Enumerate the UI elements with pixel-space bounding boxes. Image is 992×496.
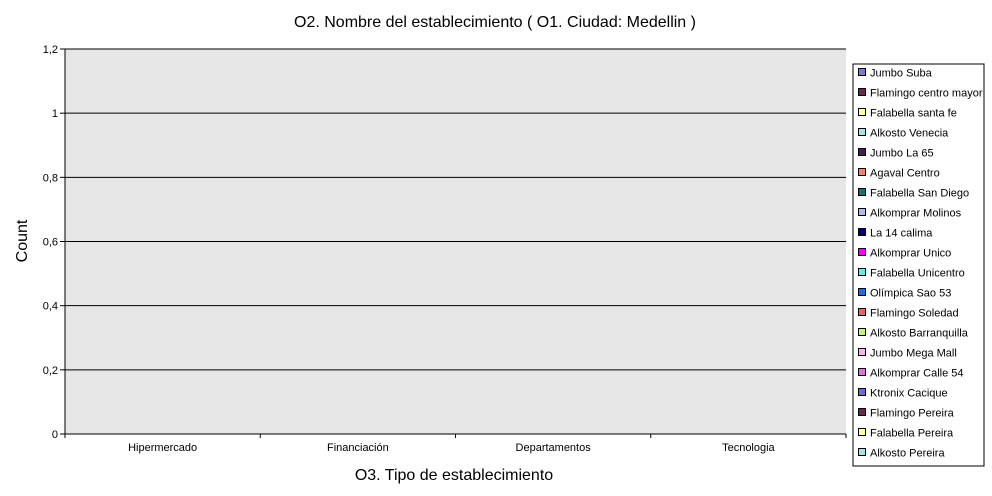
legend-swatch (858, 388, 866, 396)
x-ticks: Hipermercado Financiación Departamentos Tec… (64, 434, 847, 454)
legend-label: Alkosto Barranquilla (870, 328, 969, 340)
legend-label: Ktronix Cacique (870, 388, 948, 400)
legend-swatch (858, 348, 866, 356)
legend-swatch (858, 188, 866, 196)
legend-swatch (858, 208, 866, 216)
legend-label: Jumbo La 65 (870, 148, 934, 160)
gridlines (65, 48, 846, 371)
legend-label: Falabella Pereira (870, 428, 954, 440)
legend-label: Falabella santa fe (870, 108, 957, 120)
legend-label: La 14 calima (870, 228, 933, 240)
legend-swatch (858, 368, 866, 376)
y-tick-label: 0,6 (43, 237, 58, 249)
legend: Jumbo Suba Flamingo centro mayor Falabella… (852, 63, 985, 467)
legend-swatch (858, 248, 866, 256)
legend-label: Falabella Unicentro (870, 268, 965, 280)
legend-swatch (858, 428, 866, 436)
y-tick-label: 0,8 (43, 172, 58, 184)
legend-label: Jumbo Mega Mall (870, 348, 957, 360)
legend-label: Flamingo centro mayor (870, 88, 983, 100)
y-ticks: 0 0,2 0,4 0,6 0,8 1 1,2 (43, 44, 65, 441)
x-tick-label: Hipermercado (128, 442, 197, 454)
legend-swatch (858, 68, 866, 76)
legend-label: Alkomprar Calle 54 (870, 368, 964, 380)
y-axis-title: Count (14, 219, 31, 262)
legend-swatch (858, 448, 866, 456)
legend-swatch (858, 288, 866, 296)
legend-swatch (858, 268, 866, 276)
legend-label: Jumbo Suba (870, 68, 933, 80)
legend-swatch (858, 88, 866, 96)
legend-label: Flamingo Soledad (870, 308, 959, 320)
legend-label: Alkosto Venecia (870, 128, 949, 140)
y-tick-label: 1 (52, 108, 58, 120)
legend-swatch (858, 108, 866, 116)
legend-label: Alkosto Pereira (870, 448, 945, 460)
legend-label: Olímpica Sao 53 (870, 288, 951, 300)
x-axis-title: O3. Tipo de establecimiento (355, 467, 553, 484)
y-tick-label: 0 (52, 429, 58, 441)
x-tick-label: Departamentos (516, 442, 592, 454)
legend-label: Falabella San Diego (870, 188, 969, 200)
legend-swatch (858, 228, 866, 236)
legend-label: Alkomprar Unico (870, 248, 951, 260)
x-tick-label: Tecnologia (722, 442, 775, 454)
legend-swatch (858, 408, 866, 416)
legend-swatch (858, 328, 866, 336)
x-tick-label: Financiación (327, 442, 389, 454)
chart-title: O2. Nombre del establecimiento ( O1. Ciu… (294, 14, 696, 31)
legend-label: Flamingo Pereira (870, 408, 955, 420)
legend-swatch (858, 308, 866, 316)
legend-label: Alkomprar Molinos (870, 208, 962, 220)
legend-box (852, 63, 985, 467)
legend-swatch (858, 128, 866, 136)
y-tick-label: 0,4 (43, 301, 58, 313)
y-tick-label: 0,2 (43, 365, 58, 377)
legend-label: Agaval Centro (870, 168, 940, 180)
legend-swatch (858, 168, 866, 176)
y-tick-label: 1,2 (43, 44, 58, 56)
legend-swatch (858, 148, 866, 156)
